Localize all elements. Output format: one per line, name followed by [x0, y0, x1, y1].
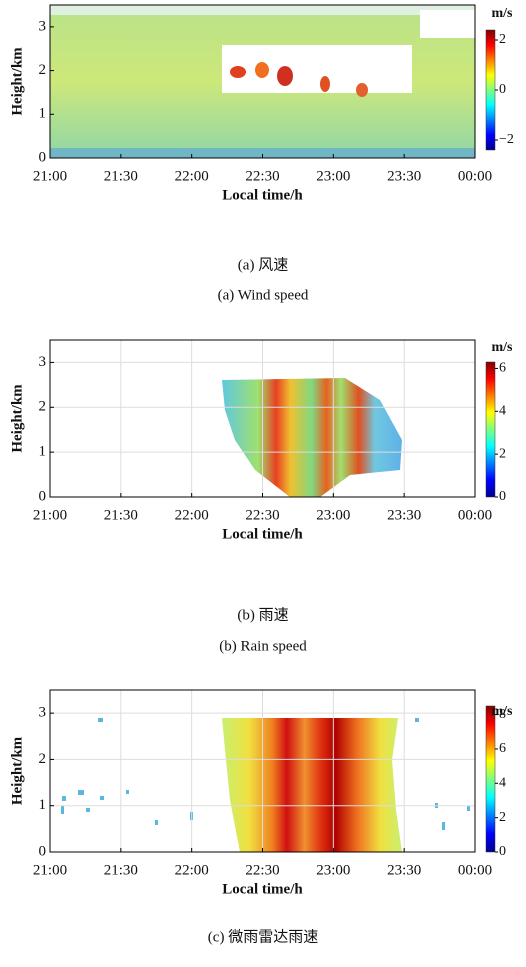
y-tick-label: 1: [39, 444, 47, 460]
colorbar-tick-label: 0: [499, 82, 506, 97]
y-tick-label: 3: [39, 18, 47, 34]
x-tick-label: 00:00: [458, 507, 492, 523]
y-tick-label: 2: [39, 399, 47, 415]
colorbar-tick-label: 6: [499, 361, 506, 376]
colorbar: [485, 361, 496, 498]
colorbar-label: m/s: [492, 340, 514, 355]
x-axis-label: Local time/h: [222, 526, 303, 542]
x-tick-label: 21:30: [104, 168, 138, 184]
heatmap-image: [222, 378, 402, 497]
x-tick-label: 21:30: [104, 862, 138, 878]
plot-frame: [49, 339, 476, 498]
plot-frame: [49, 4, 476, 159]
caption: (c) 微雨雷达雨速: [208, 928, 318, 945]
colorbar-tick-label: 2: [499, 32, 506, 47]
x-tick-label: 21:00: [33, 168, 67, 184]
x-tick-label: 22:30: [245, 507, 279, 523]
x-tick-label: 22:00: [175, 507, 209, 523]
colorbar: [485, 29, 496, 151]
caption: (b) 雨速: [237, 606, 288, 623]
x-tick-label: 23:30: [387, 862, 421, 878]
y-tick-label: 1: [39, 106, 47, 122]
colorbar-tick-label: 8: [499, 707, 506, 722]
caption: (a) 风速: [238, 256, 288, 273]
y-axis-label: Height/km: [9, 384, 25, 453]
colorbar-tick-label: −2: [499, 132, 514, 147]
y-tick-label: 2: [39, 62, 47, 78]
y-tick-label: 0: [39, 488, 47, 504]
x-tick-label: 23:30: [387, 507, 421, 523]
x-tick-label: 22:30: [245, 862, 279, 878]
y-tick-label: 3: [39, 705, 47, 721]
y-tick-label: 0: [39, 149, 47, 165]
x-tick-label: 23:00: [316, 862, 350, 878]
x-axis-label: Local time/h: [222, 187, 303, 203]
heatmap-image: [61, 718, 470, 852]
y-tick-label: 1: [39, 797, 47, 813]
colorbar-tick-label: 0: [499, 489, 506, 504]
colorbar-tick-label: 0: [499, 844, 506, 859]
colorbar: [485, 705, 496, 853]
x-tick-label: 21:00: [33, 507, 67, 523]
colorbar-tick-label: 4: [499, 776, 506, 791]
colorbar-tick-label: 4: [499, 404, 506, 419]
x-tick-label: 22:00: [175, 862, 209, 878]
colorbar-tick-label: 2: [499, 810, 506, 825]
x-tick-label: 21:30: [104, 507, 138, 523]
x-tick-label: 00:00: [458, 168, 492, 184]
y-axis-label: Height/km: [9, 47, 25, 116]
x-tick-label: 22:30: [245, 168, 279, 184]
caption: (a) Wind speed: [218, 287, 309, 303]
x-tick-label: 23:30: [387, 168, 421, 184]
x-tick-label: 22:00: [175, 168, 209, 184]
colorbar-tick-label: 2: [499, 446, 506, 461]
heatmap-image: [50, 5, 475, 158]
x-tick-label: 23:00: [316, 168, 350, 184]
x-tick-label: 00:00: [458, 862, 492, 878]
y-tick-label: 2: [39, 751, 47, 767]
plot-frame: [49, 689, 476, 853]
colorbar-tick-label: 6: [499, 741, 506, 756]
colorbar-label: m/s: [492, 704, 514, 719]
colorbar-label: m/s: [492, 6, 514, 21]
y-tick-label: 0: [39, 843, 47, 859]
y-tick-label: 3: [39, 354, 47, 370]
x-axis-label: Local time/h: [222, 881, 303, 897]
x-tick-label: 21:00: [33, 862, 67, 878]
caption: (b) Rain speed: [219, 638, 307, 654]
y-axis-label: Height/km: [9, 736, 25, 805]
x-tick-label: 23:00: [316, 507, 350, 523]
